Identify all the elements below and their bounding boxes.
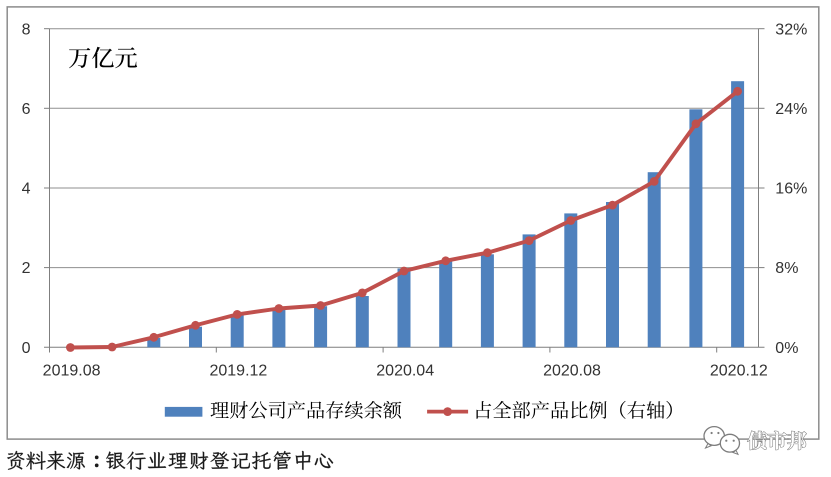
svg-text:16%: 16% xyxy=(775,181,807,198)
svg-text:4: 4 xyxy=(22,181,31,198)
svg-text:32%: 32% xyxy=(775,21,807,38)
svg-text:2019.12: 2019.12 xyxy=(209,363,267,380)
svg-text:8%: 8% xyxy=(775,260,798,277)
svg-text:2019.08: 2019.08 xyxy=(43,363,101,380)
svg-text:2020.08: 2020.08 xyxy=(543,363,601,380)
svg-text:0%: 0% xyxy=(775,340,798,357)
svg-text:24%: 24% xyxy=(775,101,807,118)
svg-text:0: 0 xyxy=(22,340,31,357)
svg-text:2020.12: 2020.12 xyxy=(710,363,768,380)
svg-text:8: 8 xyxy=(22,21,31,38)
svg-text:2: 2 xyxy=(22,260,31,277)
svg-text:2020.04: 2020.04 xyxy=(376,363,434,380)
svg-text:6: 6 xyxy=(22,101,31,118)
